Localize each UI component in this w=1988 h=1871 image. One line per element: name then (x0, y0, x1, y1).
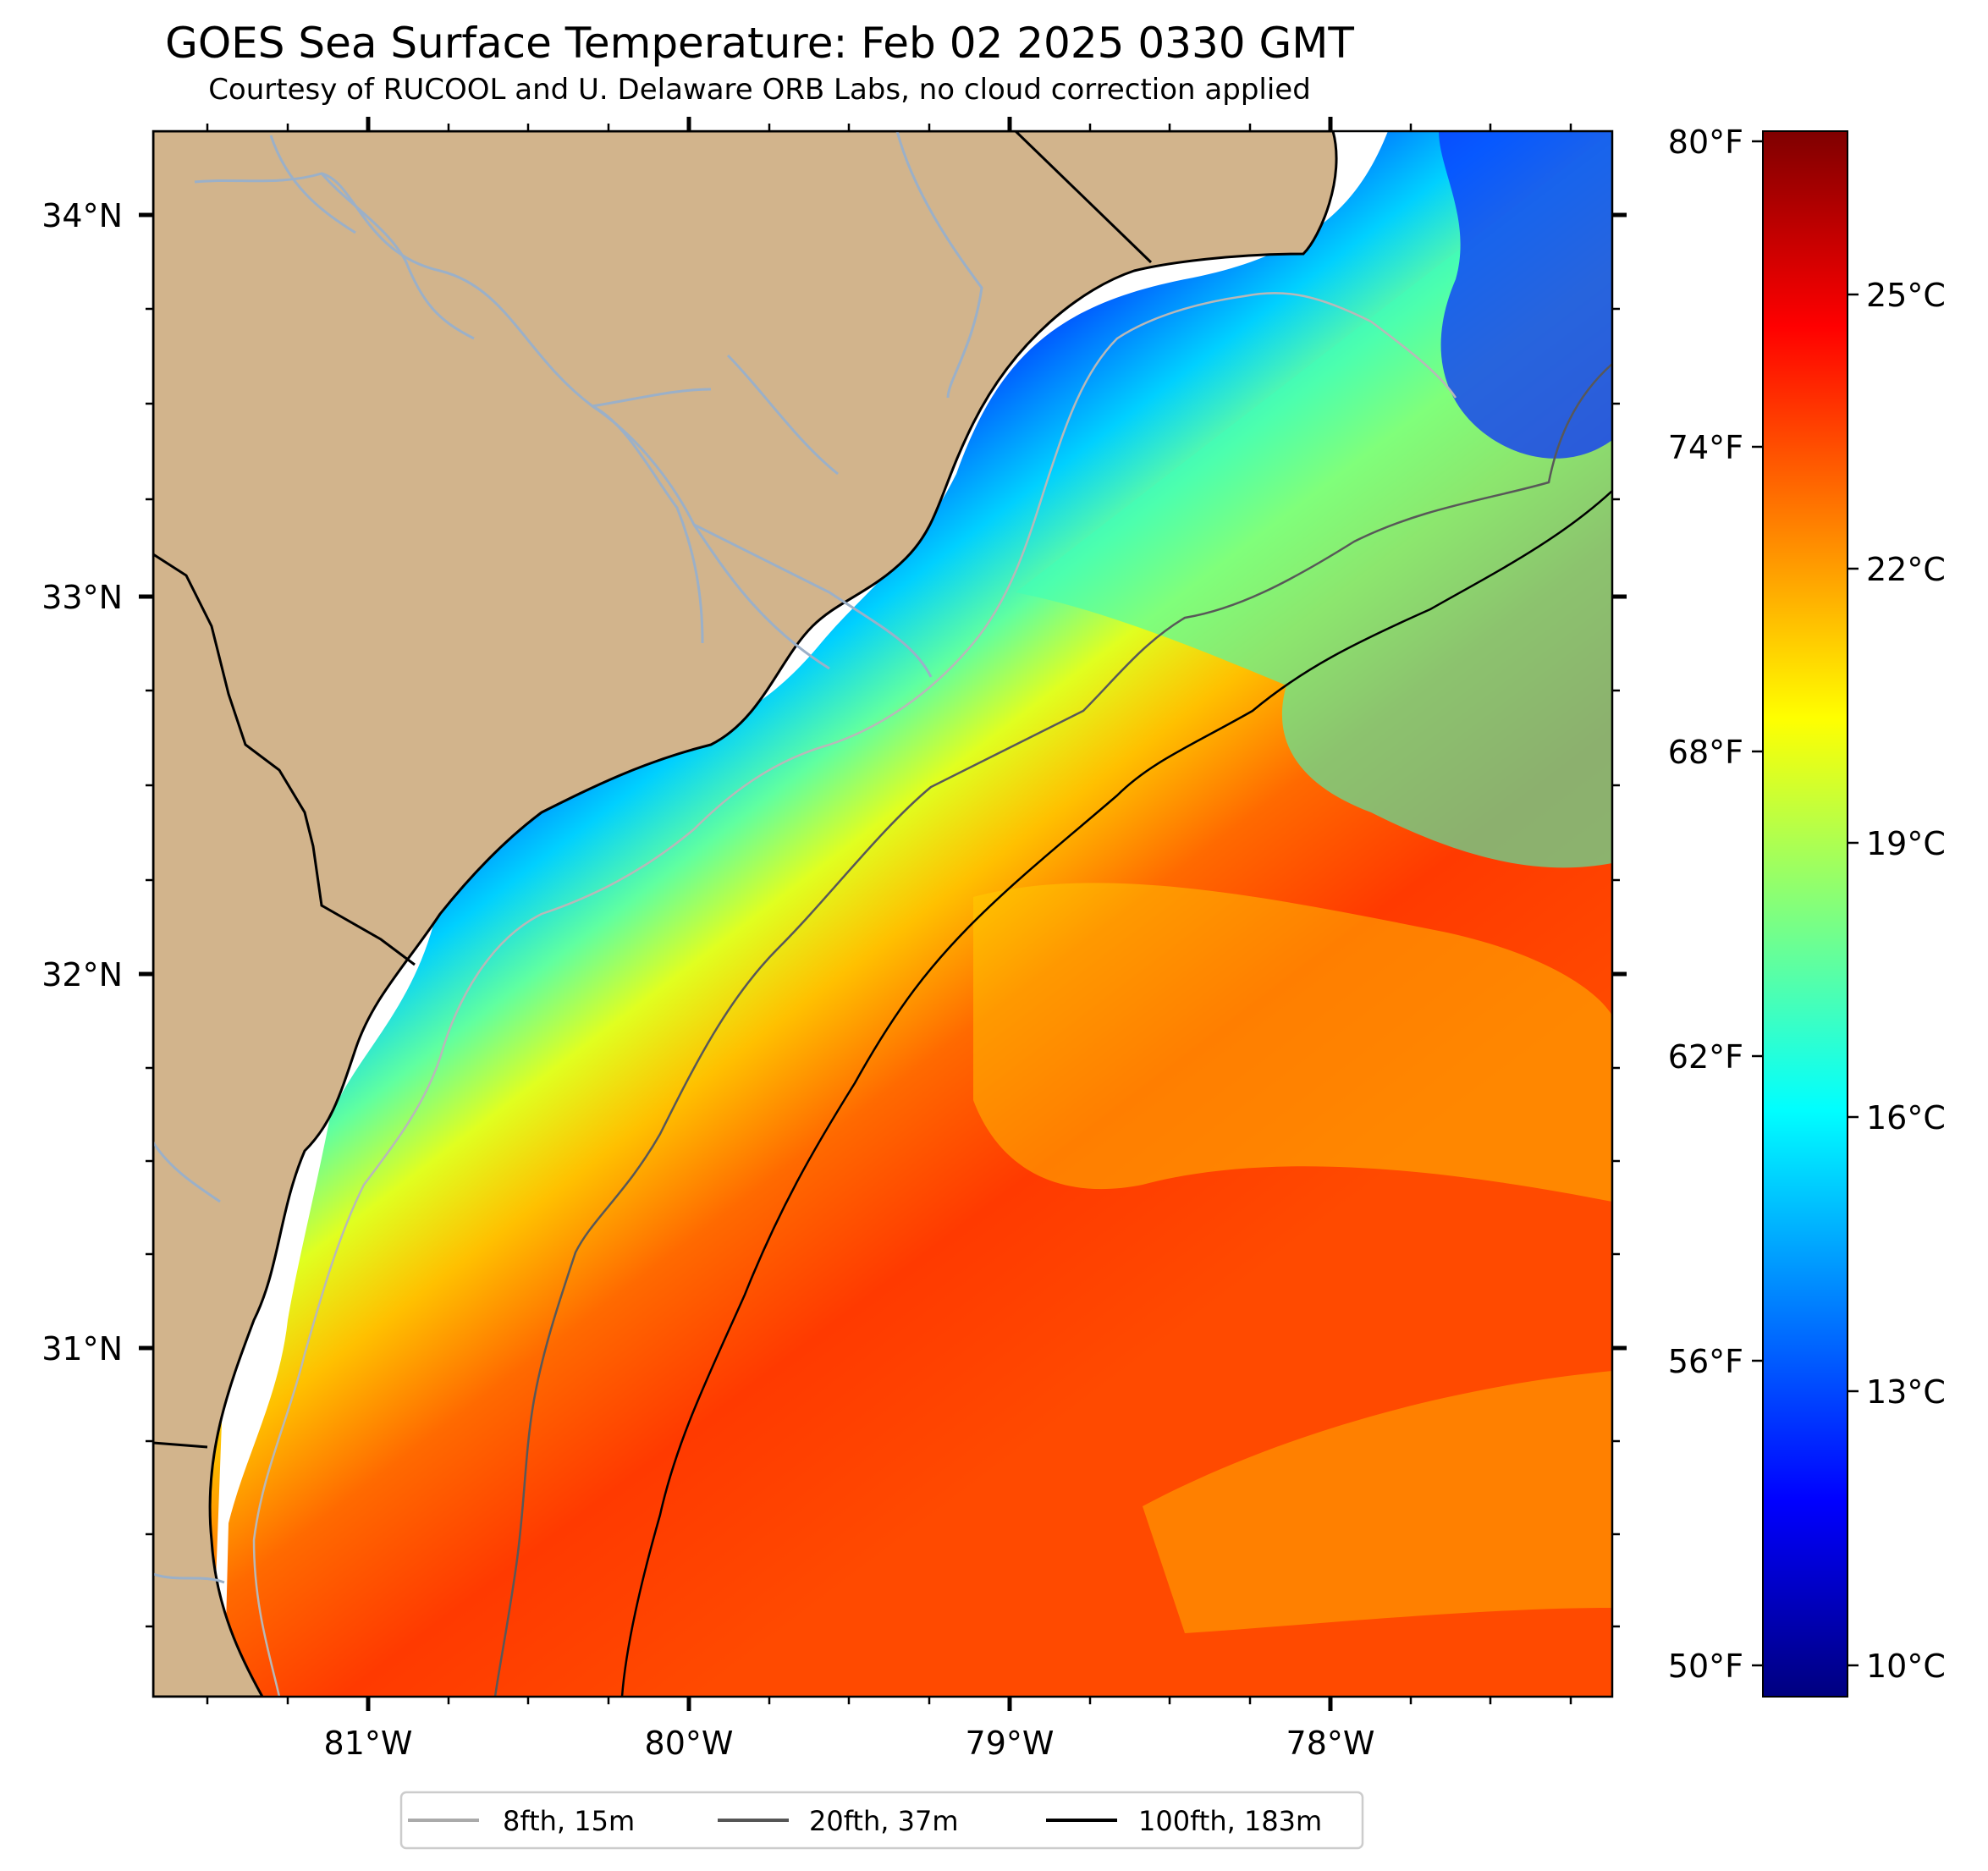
isobath-20fth (493, 363, 1612, 1697)
map-panel (153, 131, 1612, 1697)
lon-tick-label: 80°W (645, 1725, 734, 1762)
lat-tick-label: 33°N (41, 579, 123, 616)
lon-tick-label: 78°W (1286, 1725, 1375, 1762)
map-title: GOES Sea Surface Temperature: Feb 02 202… (165, 19, 1354, 68)
lat-tick-label: 32°N (41, 956, 123, 993)
isobath-100fth (620, 490, 1612, 1697)
colorbar-f-label: 68°F (1668, 734, 1743, 771)
colorbar-c-label: 10°C (1866, 1648, 1946, 1685)
legend-box (399, 1791, 1364, 1850)
colorbar-f-label: 50°F (1668, 1648, 1743, 1685)
colorbar-gradient (1762, 130, 1848, 1698)
map-subtitle: Courtesy of RUCOOL and U. Delaware ORB L… (208, 73, 1311, 107)
colorbar-f-label: 56°F (1668, 1343, 1743, 1380)
colorbar-c-label: 16°C (1866, 1099, 1946, 1136)
sst-cold-patch (1439, 131, 1612, 459)
colorbar-c-label: 25°C (1866, 277, 1946, 314)
colorbar-c-label: 19°C (1866, 825, 1946, 862)
lat-tick-label: 31°N (41, 1330, 123, 1367)
state-borders (153, 131, 1153, 1449)
lat-tick-label: 34°N (41, 197, 123, 234)
lon-tick-label: 81°W (324, 1725, 413, 1762)
legend-label-20fth: 20fth, 37m (809, 1805, 958, 1837)
colorbar-f-label: 74°F (1668, 429, 1743, 466)
rivers (153, 131, 983, 1584)
isobath-legend: 8fth, 15m 20fth, 37m 100fth, 183m (399, 1791, 1364, 1850)
map-frame (151, 129, 1614, 1698)
sst-mottled-south (1143, 1371, 1612, 1633)
map-ticks (139, 117, 1627, 1711)
colorbar-f-label: 62°F (1668, 1038, 1743, 1076)
colorbar-c-label: 13°C (1866, 1373, 1946, 1411)
land-area (153, 131, 1338, 1697)
lon-tick-label: 79°W (966, 1725, 1055, 1762)
colorbar: 80°F 74°F 68°F 62°F 56°F 50°F 25°C 22°C … (1668, 124, 1946, 1698)
legend-label-8fth: 8fth, 15m (503, 1805, 635, 1837)
isobath-8fth (252, 292, 1457, 1697)
legend-label-100fth: 100fth, 183m (1138, 1805, 1322, 1837)
colorbar-f-label: 80°F (1668, 124, 1743, 161)
sst-mottled-cool (973, 883, 1612, 1202)
colorbar-c-label: 22°C (1866, 551, 1946, 588)
